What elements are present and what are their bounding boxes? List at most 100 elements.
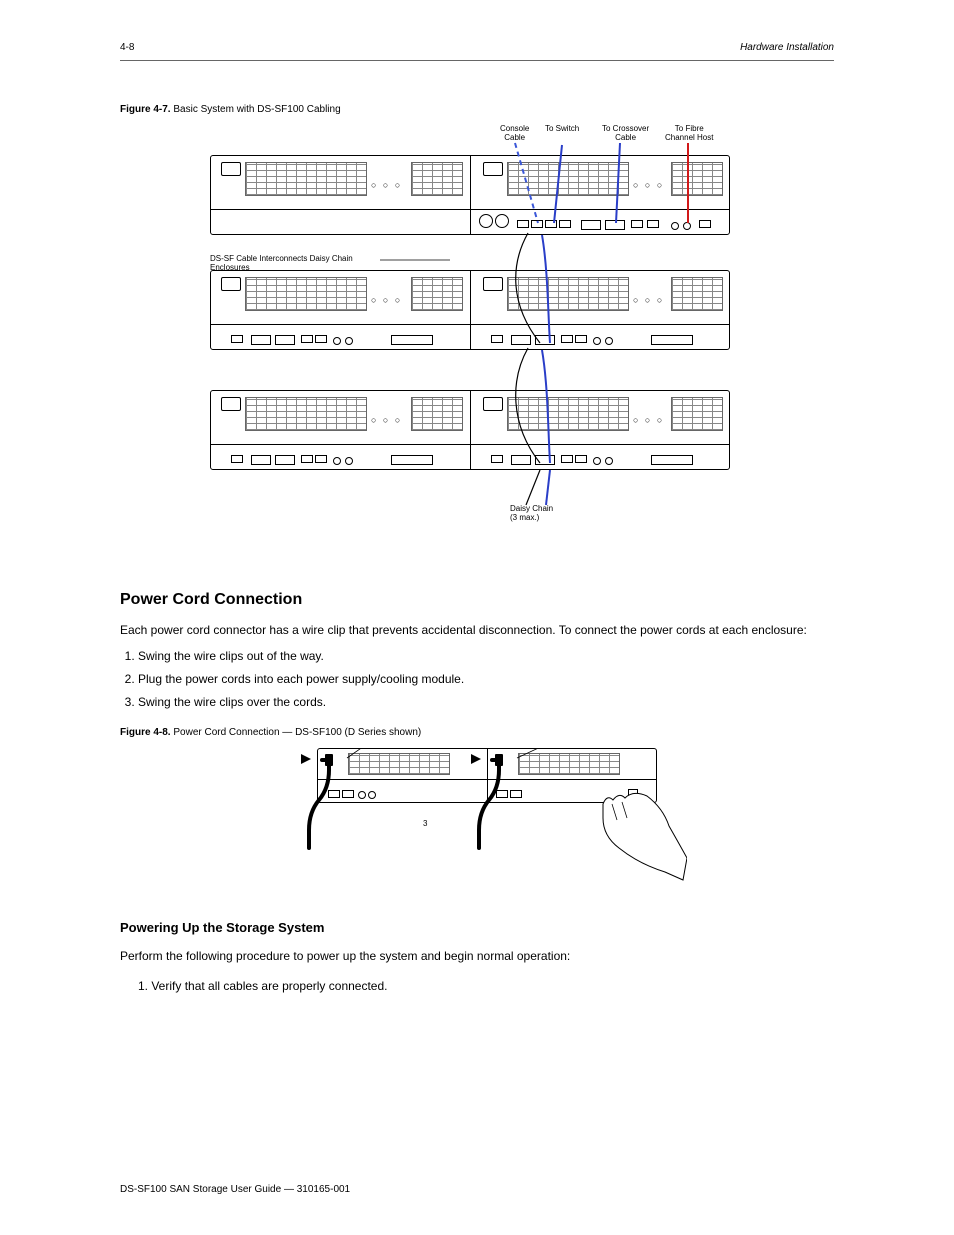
vent-icon: [411, 277, 463, 311]
indicator-dots-icon: ○ ○ ○: [633, 415, 664, 425]
port-icon: [561, 335, 573, 343]
callout-console: ConsoleCable: [500, 125, 529, 143]
indicator-dots-icon: ○ ○ ○: [633, 180, 664, 190]
jack-icon: [683, 222, 691, 230]
sfp-port-icon: [391, 455, 433, 465]
sfp-port-icon: [535, 335, 555, 345]
callout-host: To FibreChannel Host: [665, 125, 713, 143]
port-icon: [491, 335, 503, 343]
io-panel: [211, 324, 729, 349]
io-panel: [318, 779, 656, 802]
port-icon: [315, 335, 327, 343]
vent-icon: [507, 397, 629, 431]
sfp-port-icon: [275, 455, 295, 465]
sfp-port-icon: [511, 455, 531, 465]
port-icon: [495, 214, 509, 228]
port-icon: [631, 220, 643, 228]
jack-icon: [345, 337, 353, 345]
sfp-port-icon: [391, 335, 433, 345]
port-icon: [561, 455, 573, 463]
port-icon: [559, 220, 571, 228]
figure-1-caption: Figure 4-7. Basic System with DS-SF100 C…: [120, 104, 834, 115]
port-icon: [647, 220, 659, 228]
callout-switch: To Switch: [545, 125, 579, 134]
indicator-dots-icon: ○ ○ ○: [371, 295, 402, 305]
sfp-port-icon: [651, 455, 693, 465]
section-powering-up: Powering Up the Storage System: [120, 920, 834, 935]
sfp-port-icon: [605, 220, 625, 230]
page-footer: DS-SF100 SAN Storage User Guide — 310165…: [120, 1184, 834, 1195]
powering-up-intro: Perform the following procedure to power…: [120, 947, 834, 965]
page-header: 4-8 Hardware Installation: [120, 42, 834, 53]
port-icon: [479, 214, 493, 228]
port-icon: [531, 220, 543, 228]
figure-2-caption: Figure 4-8. Power Cord Connection — DS-S…: [120, 727, 834, 738]
jack-icon: [358, 791, 366, 799]
page-body: Figure 4-7. Basic System with DS-SF100 C…: [120, 90, 834, 1003]
port-icon: [699, 220, 711, 228]
jack-icon: [345, 457, 353, 465]
sfp-port-icon: [535, 455, 555, 465]
indicator-dots-icon: ○ ○ ○: [371, 415, 402, 425]
io-panel: [211, 444, 729, 469]
vent-icon: [245, 397, 367, 431]
figure-2-text: Power Cord Connection — DS-SF100 (D Seri…: [173, 727, 421, 738]
port-icon: [328, 790, 340, 798]
vent-icon: [245, 162, 367, 196]
jack-icon: [593, 337, 601, 345]
figure-1-text: Basic System with DS-SF100 Cabling: [173, 104, 340, 115]
power-cord-intro: Each power cord connector has a wire cli…: [120, 621, 834, 639]
port-icon: [545, 220, 557, 228]
indicator-dots-icon: ○ ○ ○: [633, 295, 664, 305]
jack-icon: [593, 457, 601, 465]
jack-icon: [368, 791, 376, 799]
vent-icon: [348, 753, 450, 775]
step-label-3: 3: [423, 820, 427, 829]
jack-icon: [333, 457, 341, 465]
power-cord-step-3: Swing the wire clips over the cords.: [138, 693, 834, 712]
vent-icon: [411, 397, 463, 431]
indicator-dots-icon: ○ ○ ○: [371, 180, 402, 190]
jack-icon: [605, 457, 613, 465]
vent-icon: [411, 162, 463, 196]
port-icon: [510, 790, 522, 798]
sfp-port-icon: [275, 335, 295, 345]
vent-icon: [507, 277, 629, 311]
port-icon: [496, 790, 508, 798]
sfp-port-icon: [651, 335, 693, 345]
port-icon: [575, 335, 587, 343]
callout-crossover: To CrossoverCable: [602, 125, 649, 143]
section-power-cord: Power Cord Connection: [120, 591, 834, 609]
power-switch-icon: [628, 789, 638, 799]
figure-1-label: Figure 4-7.: [120, 104, 171, 115]
vent-icon: [671, 397, 723, 431]
power-cord-steps: Swing the wire clips out of the way. Plu…: [120, 647, 834, 713]
jack-icon: [605, 337, 613, 345]
port-icon: [315, 455, 327, 463]
power-cord-step-1: Swing the wire clips out of the way.: [138, 647, 834, 666]
psu-plug-icon: [483, 397, 503, 411]
vent-icon: [671, 162, 723, 196]
enclosure-2: ○ ○ ○ ○ ○ ○: [210, 270, 730, 350]
enclosure-3: ○ ○ ○ ○ ○ ○: [210, 390, 730, 470]
arrow-icon: [471, 754, 481, 764]
jack-icon: [333, 337, 341, 345]
port-icon: [231, 455, 243, 463]
arrow-icon: [301, 754, 311, 764]
enclosure-1: ○ ○ ○ ○ ○ ○: [210, 155, 730, 235]
vent-icon: [518, 753, 620, 775]
port-icon: [517, 220, 529, 228]
callout-daisy-chain-max: Daisy Chain(3 max.): [510, 505, 553, 523]
psu-plug-icon: [483, 162, 503, 176]
vent-icon: [671, 277, 723, 311]
diagram-basic-system: ConsoleCable To Switch To CrossoverCable…: [210, 125, 730, 565]
running-head: Hardware Installation: [740, 42, 834, 53]
doc-id: DS-SF100 SAN Storage User Guide — 310165…: [120, 1184, 350, 1195]
io-panel: [211, 209, 729, 234]
port-icon: [491, 455, 503, 463]
figure-2-label: Figure 4-8.: [120, 727, 171, 738]
psu-plug-icon: [221, 162, 241, 176]
sfp-port-icon: [581, 220, 601, 230]
port-icon: [231, 335, 243, 343]
psu-plug-icon: [483, 277, 503, 291]
